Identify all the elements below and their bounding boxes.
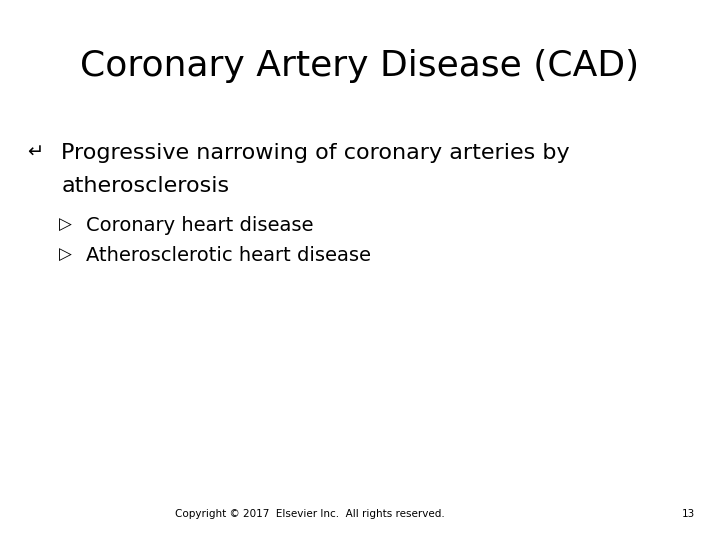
Text: ▷: ▷ — [59, 216, 72, 234]
Text: atherosclerosis: atherosclerosis — [61, 176, 230, 195]
Text: Progressive narrowing of coronary arteries by: Progressive narrowing of coronary arteri… — [61, 143, 570, 163]
Text: Coronary heart disease: Coronary heart disease — [86, 216, 314, 235]
Text: ↵: ↵ — [27, 143, 44, 162]
Text: Atherosclerotic heart disease: Atherosclerotic heart disease — [86, 246, 372, 265]
Text: Copyright © 2017  Elsevier Inc.  All rights reserved.: Copyright © 2017 Elsevier Inc. All right… — [175, 509, 444, 519]
Text: Coronary Artery Disease (CAD): Coronary Artery Disease (CAD) — [81, 49, 639, 83]
Text: 13: 13 — [682, 509, 695, 519]
Text: ▷: ▷ — [59, 246, 72, 264]
